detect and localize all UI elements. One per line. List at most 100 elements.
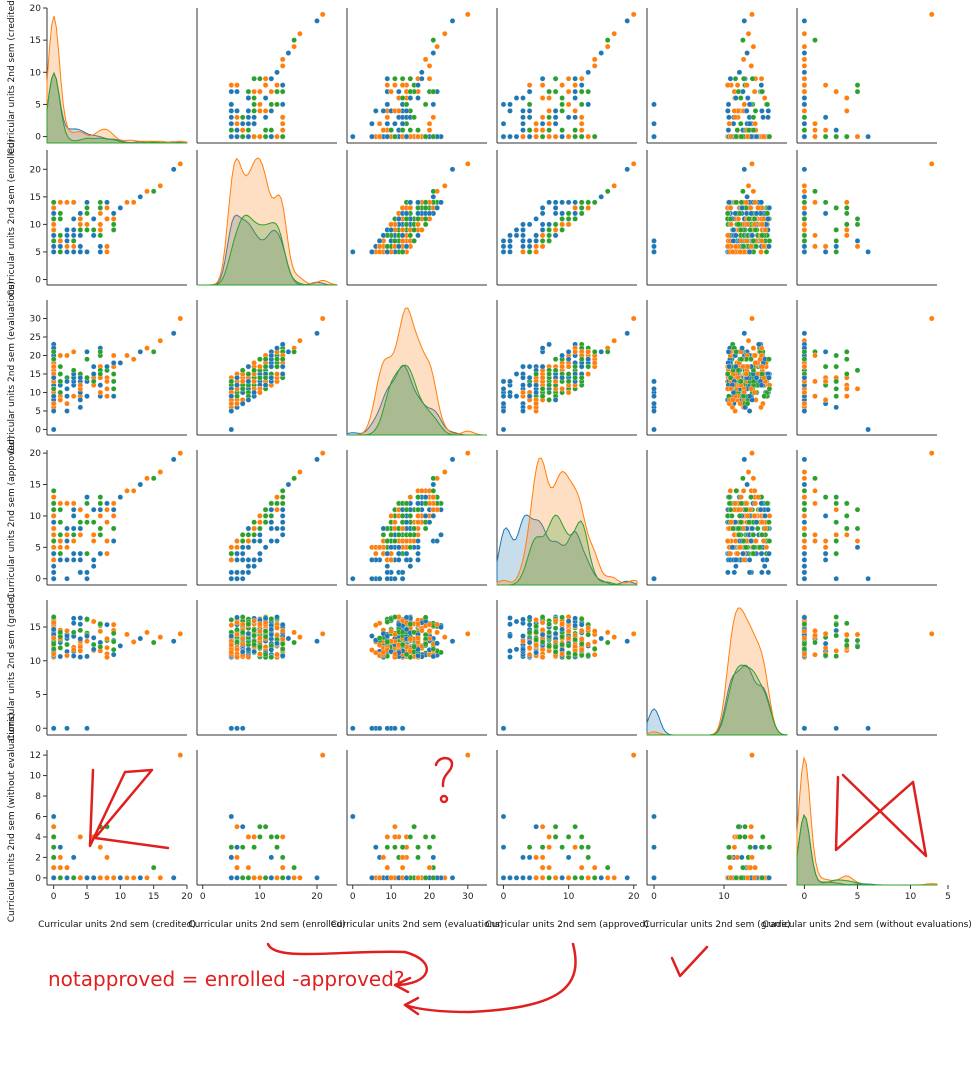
point [403, 210, 410, 217]
point [268, 108, 275, 114]
point [591, 56, 598, 63]
point [546, 108, 552, 114]
point [591, 133, 598, 140]
point [77, 519, 84, 525]
point [97, 371, 104, 377]
point [533, 249, 539, 255]
point [520, 249, 526, 255]
point [426, 210, 433, 217]
point [729, 397, 736, 403]
point [520, 120, 526, 127]
point [552, 378, 559, 385]
point [812, 199, 818, 206]
point [764, 210, 771, 217]
point [57, 538, 64, 544]
point [97, 389, 104, 396]
point [84, 519, 90, 525]
point [743, 199, 750, 206]
point [552, 75, 559, 82]
point [526, 393, 533, 399]
point [104, 538, 110, 544]
point [251, 367, 257, 374]
point [765, 108, 772, 114]
kde-series-2 [46, 71, 187, 144]
point [761, 393, 767, 399]
point [251, 120, 257, 127]
point [415, 82, 421, 88]
point [245, 371, 252, 377]
point [64, 557, 70, 563]
point [104, 386, 110, 392]
point [552, 232, 559, 239]
point [50, 569, 57, 576]
point [844, 108, 850, 114]
point [812, 232, 818, 239]
point [64, 525, 70, 532]
point [50, 400, 57, 407]
point [422, 205, 429, 211]
point [369, 120, 375, 127]
point [546, 389, 552, 396]
point [740, 188, 746, 195]
point [251, 360, 257, 366]
y-tick-label: 20 [30, 165, 42, 175]
point [572, 199, 578, 206]
point [572, 95, 578, 101]
point [228, 108, 235, 114]
point [137, 481, 144, 488]
point [384, 120, 391, 127]
point [844, 133, 850, 140]
point [77, 397, 84, 403]
point [388, 88, 394, 95]
point [598, 349, 604, 355]
point [70, 249, 77, 255]
point [833, 352, 839, 359]
point [319, 11, 326, 18]
point [801, 363, 808, 370]
point [84, 513, 90, 519]
point [591, 360, 598, 366]
point [750, 345, 757, 351]
point [97, 494, 104, 500]
point [500, 101, 507, 108]
point [812, 393, 818, 399]
point [743, 371, 750, 377]
point [753, 133, 760, 140]
point [84, 349, 90, 355]
point [822, 243, 829, 250]
point [268, 75, 275, 82]
point [430, 194, 437, 200]
point [285, 50, 292, 56]
point [539, 114, 546, 121]
point [749, 161, 755, 167]
point [228, 127, 235, 133]
point [565, 133, 572, 140]
point [279, 56, 286, 63]
point [559, 374, 565, 381]
point [752, 360, 759, 366]
point [833, 363, 839, 370]
point [117, 360, 124, 366]
point [854, 82, 861, 88]
point [801, 95, 808, 101]
point [730, 227, 737, 233]
point [758, 199, 765, 206]
point [70, 538, 77, 544]
point [533, 238, 539, 244]
point [744, 133, 751, 140]
point [279, 127, 286, 133]
point [228, 114, 235, 121]
point [104, 363, 110, 370]
point [84, 494, 90, 500]
point [724, 210, 731, 217]
point [753, 374, 760, 381]
point [392, 75, 398, 82]
cell-2-1 [196, 300, 337, 436]
point [57, 199, 64, 206]
point [422, 133, 429, 140]
point [465, 161, 471, 167]
point [422, 221, 429, 228]
point [833, 205, 839, 211]
cell-1-5 [796, 150, 937, 286]
